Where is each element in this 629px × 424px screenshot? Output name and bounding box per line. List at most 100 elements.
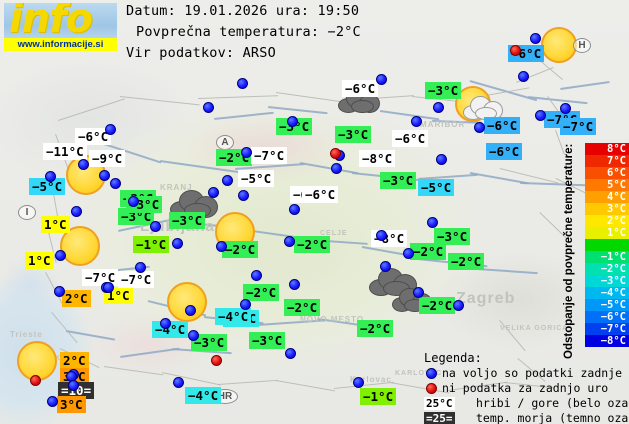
station-dot[interactable]: [403, 248, 414, 259]
legend-title: Legenda:: [424, 351, 482, 365]
temperature-chip: −7°C: [118, 271, 155, 288]
station-dot[interactable]: [105, 124, 116, 135]
scale-row: −2°C: [585, 263, 629, 275]
station-dot-stale[interactable]: [510, 45, 521, 56]
temperature-chip: −2°C: [357, 320, 394, 337]
station-dot[interactable]: [560, 103, 571, 114]
station-dot[interactable]: [453, 300, 464, 311]
station-dot[interactable]: [160, 318, 171, 329]
city-label: VELIKA GORICA: [500, 325, 569, 332]
station-dot[interactable]: [71, 206, 82, 217]
scale-row: −7°C: [585, 323, 629, 335]
station-dot-stale[interactable]: [30, 375, 41, 386]
station-dot[interactable]: [289, 279, 300, 290]
city-label: Trieste: [10, 330, 43, 339]
temperature-chip: −2°C: [294, 236, 331, 253]
legend-row-sea: =25= temp. morja (temno ozadje): [424, 411, 629, 424]
country-label-a: A: [216, 135, 234, 150]
station-dot[interactable]: [172, 238, 183, 249]
city-label: Zagreb: [456, 290, 516, 307]
legend: Legenda: na voljo so podatki zadnje ure …: [424, 351, 629, 424]
station-dot[interactable]: [380, 261, 391, 272]
station-dot[interactable]: [331, 163, 342, 174]
station-dot[interactable]: [128, 196, 139, 207]
temperature-chip: −3°C: [191, 334, 228, 351]
station-dot[interactable]: [110, 178, 121, 189]
station-dot[interactable]: [208, 187, 219, 198]
site-logo[interactable]: info www.informacije.si: [4, 3, 117, 51]
station-dot[interactable]: [216, 241, 227, 252]
station-dot[interactable]: [284, 236, 295, 247]
temperature-chip: −3°C: [249, 332, 286, 349]
station-dot[interactable]: [530, 33, 541, 44]
scale-row: 5°C: [585, 179, 629, 191]
temperature-chip: −5°C: [29, 178, 66, 195]
station-dot[interactable]: [238, 190, 249, 201]
station-dot[interactable]: [173, 377, 184, 388]
station-dot[interactable]: [99, 170, 110, 181]
station-dot[interactable]: [376, 74, 387, 85]
station-dot[interactable]: [413, 287, 424, 298]
country-label-i: I: [18, 205, 36, 220]
temperature-chip: −6°C: [75, 128, 112, 145]
scale-row: −6°C: [585, 311, 629, 323]
station-dot[interactable]: [47, 396, 58, 407]
temperature-color-scale: 8°C 7°C 6°C 5°C 4°C 3°C 2°C 1°C −1°C −2°C −3°C −4°C…: [585, 143, 629, 359]
station-dot-stale[interactable]: [330, 148, 341, 159]
temperature-chip: −6°C: [484, 117, 521, 134]
temperature-chip: −11°C: [43, 143, 87, 160]
temperature-chip: −5°C: [238, 170, 275, 187]
temperature-chip: 3°C: [57, 396, 86, 413]
station-dot[interactable]: [289, 204, 300, 215]
station-dot[interactable]: [241, 147, 252, 158]
station-dot[interactable]: [54, 286, 65, 297]
station-dot[interactable]: [518, 71, 529, 82]
station-dot[interactable]: [287, 116, 298, 127]
station-dot[interactable]: [103, 282, 114, 293]
station-dot[interactable]: [185, 305, 196, 316]
station-dot[interactable]: [68, 380, 79, 391]
station-dot[interactable]: [436, 154, 447, 165]
scale-row: 1°C: [585, 227, 629, 239]
station-dot[interactable]: [45, 171, 56, 182]
station-dot[interactable]: [222, 175, 233, 186]
legend-row-hill: 25°C hribi / gore (belo ozadje): [424, 396, 629, 411]
station-dot[interactable]: [237, 78, 248, 89]
station-dot[interactable]: [251, 270, 262, 281]
legend-red-text: ni podatka za zadnjo uro: [442, 381, 609, 395]
city-label: Karlovac: [350, 375, 392, 384]
temperature-chip: −4°C: [185, 387, 222, 404]
legend-blue-text: na voljo so podatki zadnje ure: [442, 366, 629, 380]
temperature-chip: −3°C: [425, 82, 462, 99]
station-dot[interactable]: [203, 102, 214, 113]
station-dot[interactable]: [240, 299, 251, 310]
temperature-chip: −1°C: [133, 236, 170, 253]
temperature-chip: 2°C: [60, 352, 89, 369]
station-dot[interactable]: [150, 221, 161, 232]
station-dot[interactable]: [427, 217, 438, 228]
station-dot[interactable]: [188, 330, 199, 341]
average-temperature-line: Povprečna temperatura: −2°C: [136, 24, 361, 40]
scale-row: [585, 239, 629, 251]
blue-dot-icon: [426, 368, 437, 379]
station-dot[interactable]: [376, 230, 387, 241]
station-dot[interactable]: [474, 122, 485, 133]
station-dot[interactable]: [433, 102, 444, 113]
scale-row: 6°C: [585, 167, 629, 179]
station-dot[interactable]: [285, 348, 296, 359]
temperature-chip: −2°C: [284, 299, 321, 316]
scale-row: −8°C: [585, 335, 629, 347]
temperature-chip: −3°C: [335, 126, 372, 143]
station-dot[interactable]: [135, 262, 146, 273]
station-dot[interactable]: [411, 116, 422, 127]
station-dot-stale[interactable]: [211, 355, 222, 366]
station-dot[interactable]: [535, 110, 546, 121]
border-segment: [275, 380, 336, 392]
station-dot[interactable]: [78, 159, 89, 170]
temperature-chip: −2°C: [448, 253, 485, 270]
logo-url: www.informacije.si: [17, 39, 104, 50]
station-dot[interactable]: [353, 377, 364, 388]
station-dot[interactable]: [55, 250, 66, 261]
sun-icon: [541, 27, 577, 63]
